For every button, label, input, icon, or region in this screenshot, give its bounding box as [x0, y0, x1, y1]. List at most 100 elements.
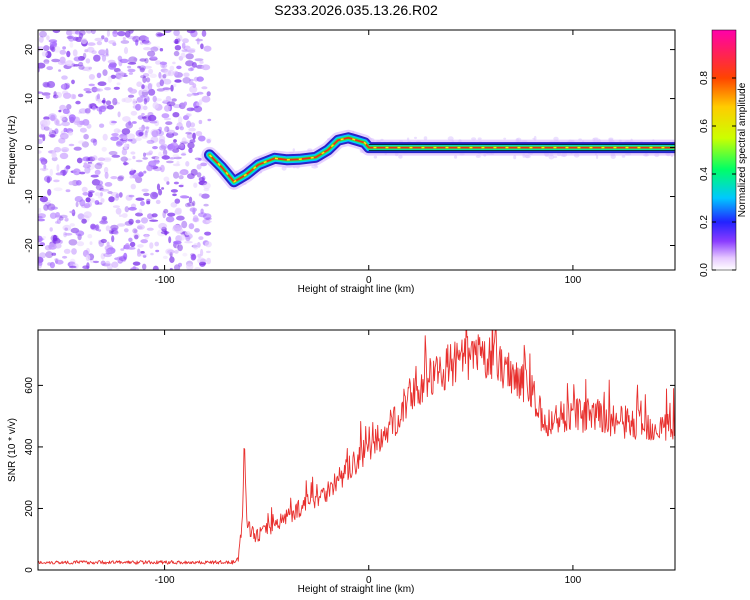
noise-speckle [62, 255, 68, 259]
noise-speckle [206, 91, 211, 97]
noise-speckle [158, 139, 166, 145]
noise-speckle [43, 45, 50, 52]
noise-speckle [82, 191, 89, 196]
noise-speckle [196, 101, 202, 107]
noise-speckle [454, 155, 458, 159]
noise-speckle [76, 241, 85, 247]
noise-speckle [49, 41, 57, 47]
noise-speckle [83, 162, 88, 169]
noise-speckle [194, 228, 200, 233]
noise-speckle [142, 254, 147, 258]
noise-speckle [77, 213, 85, 220]
noise-speckle [207, 118, 212, 122]
noise-speckle [78, 64, 85, 70]
noise-speckle [99, 192, 103, 197]
noise-speckle [169, 256, 175, 264]
noise-speckle [46, 176, 51, 184]
noise-speckle [112, 97, 118, 106]
noise-speckle [92, 138, 98, 146]
noise-speckle [90, 138, 97, 143]
noise-speckle [39, 196, 49, 203]
y-tick-label: 600 [24, 377, 35, 394]
noise-speckle [186, 107, 195, 112]
noise-speckle [145, 36, 149, 42]
noise-speckle [158, 151, 162, 157]
noise-speckle [49, 127, 53, 133]
noise-speckle [159, 48, 164, 52]
noise-speckle [130, 267, 134, 270]
noise-speckle [64, 232, 73, 236]
noise-speckle [140, 217, 149, 224]
noise-speckle [92, 88, 101, 92]
noise-speckle [50, 206, 58, 210]
noise-speckle [88, 66, 92, 70]
noise-speckle [85, 90, 92, 94]
noise-speckle [128, 94, 135, 98]
noise-speckle [117, 55, 123, 62]
noise-speckle [147, 213, 153, 220]
noise-speckle [123, 46, 129, 55]
noise-speckle [178, 175, 184, 180]
noise-speckle [196, 76, 204, 82]
x-tick-label: -100 [155, 575, 175, 586]
noise-speckle [201, 30, 207, 37]
noise-speckle [142, 105, 148, 111]
noise-speckle [174, 71, 180, 78]
noise-speckle [145, 77, 151, 83]
noise-speckle [149, 120, 158, 124]
spectrogram-marks [38, 30, 675, 270]
noise-speckle [162, 99, 169, 103]
noise-speckle [75, 230, 85, 237]
noise-speckle [88, 190, 95, 194]
noise-speckle [38, 35, 44, 43]
noise-speckle [121, 148, 128, 156]
noise-speckle [206, 250, 211, 254]
noise-speckle [162, 149, 168, 157]
noise-speckle [149, 219, 159, 222]
noise-speckle [192, 83, 197, 89]
noise-speckle [205, 217, 212, 221]
noise-speckle [76, 157, 83, 164]
noise-speckle [117, 176, 124, 182]
noise-speckle [140, 201, 145, 206]
noise-speckle [201, 64, 211, 71]
noise-speckle [59, 49, 67, 55]
noise-speckle [180, 153, 187, 156]
noise-speckle [123, 228, 129, 233]
noise-speckle [129, 175, 134, 179]
noise-speckle [112, 205, 120, 209]
noise-speckle [123, 97, 133, 103]
noise-speckle [201, 86, 208, 90]
noise-speckle [162, 74, 167, 79]
noise-speckle [311, 164, 319, 169]
noise-speckle [154, 156, 160, 161]
noise-speckle [172, 163, 181, 167]
noise-speckle [513, 155, 517, 160]
noise-speckle [190, 168, 198, 176]
noise-speckle [170, 189, 178, 193]
noise-speckle [98, 229, 102, 232]
noise-speckle [104, 53, 110, 57]
noise-speckle [66, 50, 71, 58]
noise-speckle [72, 94, 77, 100]
noise-speckle [62, 170, 66, 177]
noise-speckle [110, 74, 117, 79]
noise-speckle [178, 143, 185, 149]
noise-speckle [173, 30, 180, 36]
noise-speckle [155, 249, 160, 253]
y-tick-label: 0 [24, 567, 35, 573]
noise-speckle [55, 212, 60, 218]
noise-speckle [118, 256, 127, 262]
noise-speckle [198, 99, 203, 105]
noise-speckle [66, 104, 72, 110]
noise-speckle [146, 198, 151, 203]
noise-speckle [105, 48, 109, 56]
noise-speckle [43, 126, 50, 131]
noise-speckle [93, 260, 99, 264]
noise-speckle [73, 120, 81, 125]
noise-speckle [190, 122, 196, 128]
noise-speckle [81, 218, 87, 224]
noise-speckle [136, 81, 143, 87]
noise-speckle [108, 196, 115, 203]
noise-speckle [108, 151, 118, 156]
